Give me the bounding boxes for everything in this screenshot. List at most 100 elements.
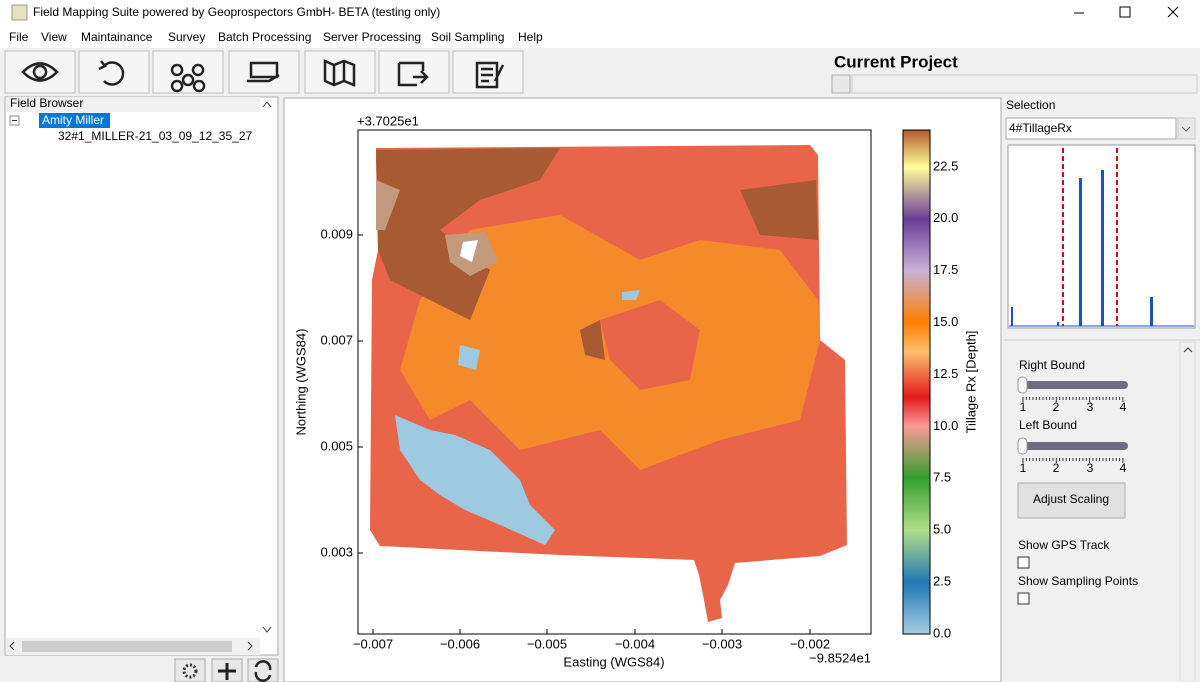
histogram-bar — [1150, 297, 1153, 326]
button-icon — [475, 61, 505, 89]
field-browser-title: Field Browser — [10, 96, 83, 110]
button-face — [4, 50, 76, 94]
gps-checkbox[interactable] — [1017, 556, 1030, 569]
menu-item[interactable]: Help — [518, 30, 543, 44]
menu-item[interactable]: File — [9, 30, 29, 44]
sampling-label: Show Sampling Points — [1018, 574, 1138, 588]
menu-item[interactable]: Server Processing — [323, 30, 421, 44]
button-icon — [323, 59, 356, 87]
slider-handle[interactable] — [1017, 376, 1028, 394]
selection-value: 4#TillageRx — [1009, 121, 1072, 135]
y-tick-label: 0.003 — [320, 544, 353, 559]
slider-handle[interactable] — [1017, 437, 1028, 455]
colorbar-tick-label: 17.5 — [933, 262, 958, 277]
h-scroll-arrows[interactable] — [9, 641, 253, 651]
maximize[interactable] — [1119, 6, 1131, 18]
toolbar-button[interactable] — [4, 50, 76, 94]
menu-item[interactable]: Maintainance — [81, 30, 153, 44]
slider-scale-label: 3 — [1087, 400, 1094, 414]
scroll-up[interactable] — [262, 101, 272, 108]
slider-scale-label: 4 — [1120, 400, 1127, 414]
zone-hole — [460, 240, 478, 262]
adjust-scaling-text: Adjust Scaling — [1033, 492, 1109, 506]
colorbar — [902, 129, 931, 635]
toolbar-button[interactable] — [304, 50, 376, 94]
window-title: Field Mapping Suite powered by Geoprospe… — [33, 5, 440, 19]
slider-scale-label: 4 — [1120, 461, 1127, 475]
colorbar-tick-label: 20.0 — [933, 210, 958, 225]
x-tick-label: −0.007 — [353, 636, 393, 651]
menu-item[interactable]: View — [41, 30, 67, 44]
button-face — [152, 50, 224, 94]
toolbar-button[interactable] — [452, 50, 524, 94]
colorbar-tick-label: 0.0 — [933, 625, 951, 640]
x-offset: −9.8524e1 — [809, 650, 871, 665]
button-icon — [170, 63, 206, 93]
button-icon — [397, 61, 429, 87]
slider-scale-label: 2 — [1053, 400, 1060, 414]
adjust-scaling-button[interactable] — [1017, 482, 1126, 519]
button-face — [228, 50, 300, 94]
menu-item[interactable]: Soil Sampling — [431, 30, 504, 44]
colorbar-tick-label: 12.5 — [933, 366, 958, 381]
histogram — [1007, 144, 1196, 329]
menu-bar — [0, 26, 1200, 48]
project-button[interactable] — [831, 74, 851, 94]
project-label: Current Project — [834, 52, 958, 71]
tree-client[interactable]: Amity Miller — [42, 113, 104, 127]
slider-track[interactable] — [1018, 381, 1128, 389]
combo-arrow[interactable] — [1177, 117, 1196, 140]
x-axis-label: Easting (WGS84) — [563, 654, 664, 669]
tree-field[interactable]: 32#1_MILLER-21_03_09_12_35_27 — [58, 129, 252, 143]
colorbar-label: Tillage Rx [Depth] — [963, 331, 978, 434]
right-bound-label: Right Bound — [1019, 358, 1085, 372]
histogram-bar — [1079, 178, 1082, 326]
histogram-bar — [1101, 170, 1104, 326]
histogram-bar — [1057, 322, 1059, 326]
left-bound-label: Left Bound — [1019, 418, 1077, 432]
slider-scale-label: 1 — [1020, 461, 1027, 475]
scroll-down[interactable] — [262, 626, 272, 633]
slider-scale-label: 2 — [1053, 461, 1060, 475]
colorbar-tick-label: 5.0 — [933, 522, 951, 537]
toolbar-button[interactable] — [152, 50, 224, 94]
toolbar-button[interactable] — [228, 50, 300, 94]
x-tick-label: −0.004 — [615, 636, 655, 651]
toolbar-button[interactable] — [378, 50, 450, 94]
zone-red — [380, 300, 700, 530]
y-axis-label: Northing (WGS84) — [293, 329, 308, 436]
x-tick-label: −0.002 — [790, 636, 830, 651]
colorbar-tick-label: 10.0 — [933, 418, 958, 433]
v-scroll-up[interactable] — [1183, 347, 1193, 353]
slider-scale-label: 1 — [1020, 400, 1027, 414]
close[interactable] — [1167, 6, 1179, 18]
selection-combo[interactable] — [1005, 117, 1177, 140]
menu-item[interactable]: Batch Processing — [218, 30, 311, 44]
sampling-checkbox[interactable] — [1017, 592, 1030, 605]
button-face — [378, 50, 450, 94]
settings-button[interactable] — [174, 658, 206, 682]
slider-track[interactable] — [1018, 442, 1128, 450]
button-icon — [21, 62, 59, 82]
app-icon — [11, 4, 28, 21]
toolbar-button[interactable] — [78, 50, 150, 94]
tree-selection — [39, 113, 110, 128]
selection-title: Selection — [1006, 98, 1055, 112]
button-face — [304, 50, 376, 94]
button-icon — [247, 61, 280, 83]
refresh-icon — [254, 660, 272, 682]
zone-blue — [395, 290, 640, 545]
h-scroll-thumb[interactable] — [22, 641, 232, 652]
y-tick-label: 0.009 — [320, 226, 353, 241]
slider-scale-label: 3 — [1087, 461, 1094, 475]
colorbar-tick-label: 7.5 — [933, 470, 951, 485]
menu-item[interactable]: Survey — [168, 30, 205, 44]
x-tick-label: −0.006 — [440, 636, 480, 651]
field-browser-header — [6, 97, 260, 112]
colorbar-tick-label: 15.0 — [933, 314, 958, 329]
title-bar — [0, 0, 1200, 26]
colorbar-tick-label: 22.5 — [933, 158, 958, 173]
y-tick-label: 0.005 — [320, 438, 353, 453]
project-field — [851, 74, 1198, 94]
